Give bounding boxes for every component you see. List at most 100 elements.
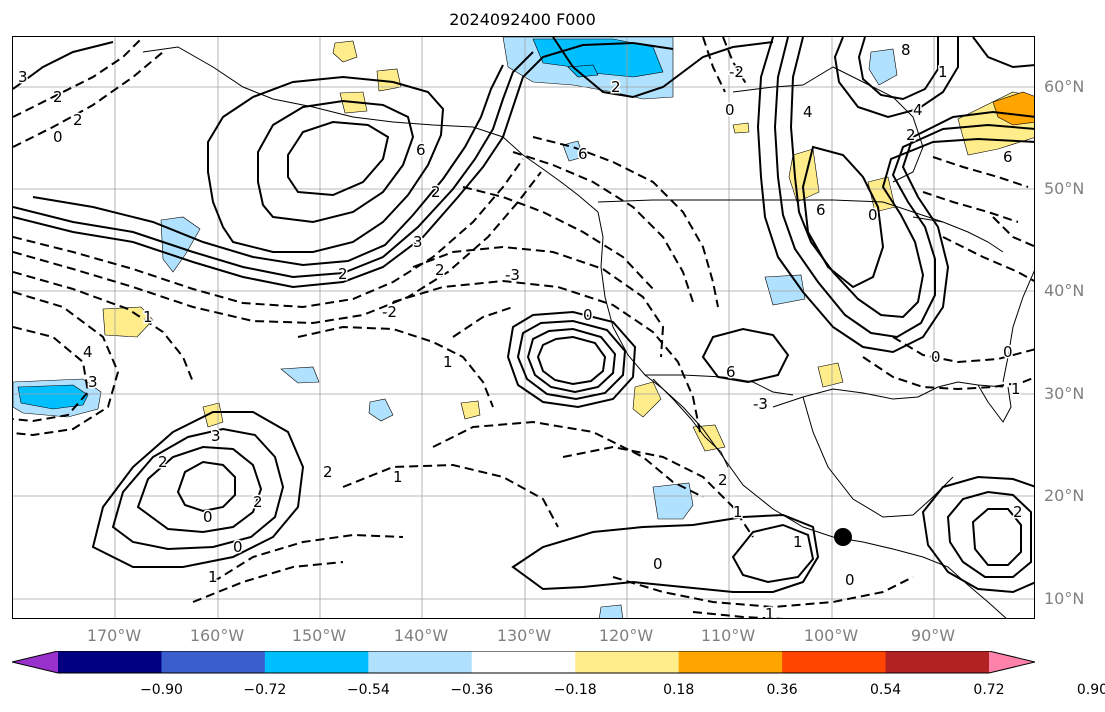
contour-line bbox=[972, 37, 1034, 69]
contour-line bbox=[773, 37, 1034, 339]
positive-contours bbox=[13, 37, 1034, 594]
colorbar-tick-label: −0.18 bbox=[553, 682, 597, 698]
contour-value-label: 0 bbox=[1003, 343, 1013, 361]
contour-line bbox=[552, 37, 774, 99]
colorbar-swatch bbox=[161, 651, 266, 673]
colorbar-swatch bbox=[885, 651, 990, 673]
colorbar-tick-label: −0.54 bbox=[346, 682, 390, 698]
contour-value-label: 4 bbox=[803, 103, 813, 121]
colorbar-swatch bbox=[782, 651, 887, 673]
lon-label: 140°W bbox=[393, 626, 449, 645]
contour-value-label: 2 bbox=[53, 88, 63, 106]
lon-label: 160°W bbox=[189, 626, 245, 645]
contour-value-label: 3 bbox=[211, 427, 221, 445]
contour-line bbox=[207, 75, 445, 253]
us-canada-border bbox=[597, 199, 944, 223]
contour-line bbox=[526, 327, 617, 394]
contour-line bbox=[756, 37, 1034, 354]
colorbar-tick-label: −0.36 bbox=[450, 682, 494, 698]
hudson-bay-coast bbox=[832, 66, 924, 183]
contour-line bbox=[932, 156, 1029, 188]
contour-value-label: -2 bbox=[729, 63, 744, 81]
contour-value-label: 6 bbox=[1003, 148, 1013, 166]
contour-line bbox=[862, 356, 1034, 391]
lon-label: 90°W bbox=[910, 626, 956, 645]
contour-line bbox=[536, 335, 607, 386]
contour-line bbox=[562, 445, 754, 538]
contour-line bbox=[992, 216, 1034, 248]
colorbar-swatch bbox=[58, 651, 162, 673]
colorbar-tick-label: 0.90 bbox=[1076, 682, 1105, 698]
contour-value-label: -3 bbox=[753, 395, 768, 413]
graticule bbox=[13, 37, 1034, 618]
contour-value-label: 3 bbox=[413, 233, 423, 251]
contour-line bbox=[32, 64, 504, 267]
location-marker[interactable] bbox=[834, 528, 852, 546]
map-panel[interactable]: 3 2 0 2 6 2 -2 0 2 6 4 2 8 6 4 0 6 1 6 2 3 2 2 -3 0 -2 4 3 1 1 3 2 0 2 2 1 1… bbox=[12, 36, 1035, 619]
blue-region bbox=[764, 274, 806, 306]
contour-line bbox=[91, 411, 305, 568]
contour-value-label: 2 bbox=[431, 183, 441, 201]
contour-line bbox=[722, 37, 749, 88]
contour-line bbox=[789, 37, 1034, 319]
contour-value-label: 0 bbox=[233, 538, 243, 556]
contour-line bbox=[13, 171, 542, 325]
yellow-region bbox=[817, 362, 844, 388]
baja-coast bbox=[652, 378, 729, 468]
colorbar-swatch bbox=[368, 651, 473, 673]
contour-value-label: 1 bbox=[443, 353, 453, 371]
canada-north-coast bbox=[732, 66, 834, 93]
colorbar-tick-label: −0.90 bbox=[139, 682, 183, 698]
lon-label: 170°W bbox=[86, 626, 142, 645]
lat-label: 50°N bbox=[1044, 179, 1085, 198]
contour-line bbox=[801, 145, 885, 289]
contour-value-label: 8 bbox=[901, 41, 911, 59]
contour-line bbox=[13, 271, 194, 383]
lon-label: 120°W bbox=[598, 626, 654, 645]
contour-labels: 320262-20264286406162322-30-243113202211… bbox=[17, 40, 1025, 619]
contour-value-label: 2 bbox=[253, 493, 263, 511]
lat-label: 10°N bbox=[1044, 589, 1085, 608]
contour-line bbox=[13, 51, 534, 279]
contour-value-label: -3 bbox=[505, 266, 520, 284]
blue-region bbox=[280, 366, 320, 384]
contour-line bbox=[612, 576, 914, 609]
contour-line bbox=[13, 41, 674, 289]
colorbar-tick-label: 0.18 bbox=[663, 682, 695, 698]
contour-value-label: 3 bbox=[88, 373, 98, 391]
contour-value-label: 1 bbox=[143, 308, 153, 326]
contour-line bbox=[532, 136, 719, 308]
shaded-regions bbox=[13, 37, 1034, 618]
contour-line bbox=[13, 37, 144, 118]
lat-label: 30°N bbox=[1044, 384, 1085, 403]
contour-line bbox=[136, 445, 263, 534]
contour-line bbox=[857, 37, 939, 101]
contour-value-label: 6 bbox=[816, 201, 826, 219]
contour-value-label: 0 bbox=[845, 571, 855, 589]
contour-line bbox=[287, 120, 390, 197]
contour-line bbox=[212, 533, 404, 583]
contour-value-label: 0 bbox=[931, 348, 941, 366]
contour-value-label: 3 bbox=[18, 68, 28, 86]
contour-value-label: 0 bbox=[53, 128, 63, 146]
map-title: 2024092400 F000 bbox=[449, 10, 596, 29]
colorbar-tick-label: −0.72 bbox=[243, 682, 287, 698]
contour-line bbox=[702, 37, 726, 93]
contour-value-label: 0 bbox=[653, 555, 663, 573]
coastlines bbox=[142, 46, 1034, 618]
cyan-region bbox=[532, 38, 664, 78]
contour-line bbox=[942, 236, 1034, 283]
central-america-coast bbox=[862, 541, 1007, 618]
contour-line bbox=[452, 306, 514, 338]
contour-value-label: 2 bbox=[338, 265, 348, 283]
contour-value-label: 2 bbox=[611, 78, 621, 96]
florida-coast bbox=[977, 384, 1012, 423]
blue-region bbox=[868, 48, 898, 86]
contour-line bbox=[731, 523, 815, 584]
contour-line bbox=[13, 51, 164, 148]
contour-value-label: 1 bbox=[1011, 380, 1021, 398]
lon-label: 100°W bbox=[803, 626, 859, 645]
contour-line bbox=[13, 41, 114, 90]
contour-line bbox=[13, 158, 524, 309]
contour-value-label: -2 bbox=[382, 303, 397, 321]
